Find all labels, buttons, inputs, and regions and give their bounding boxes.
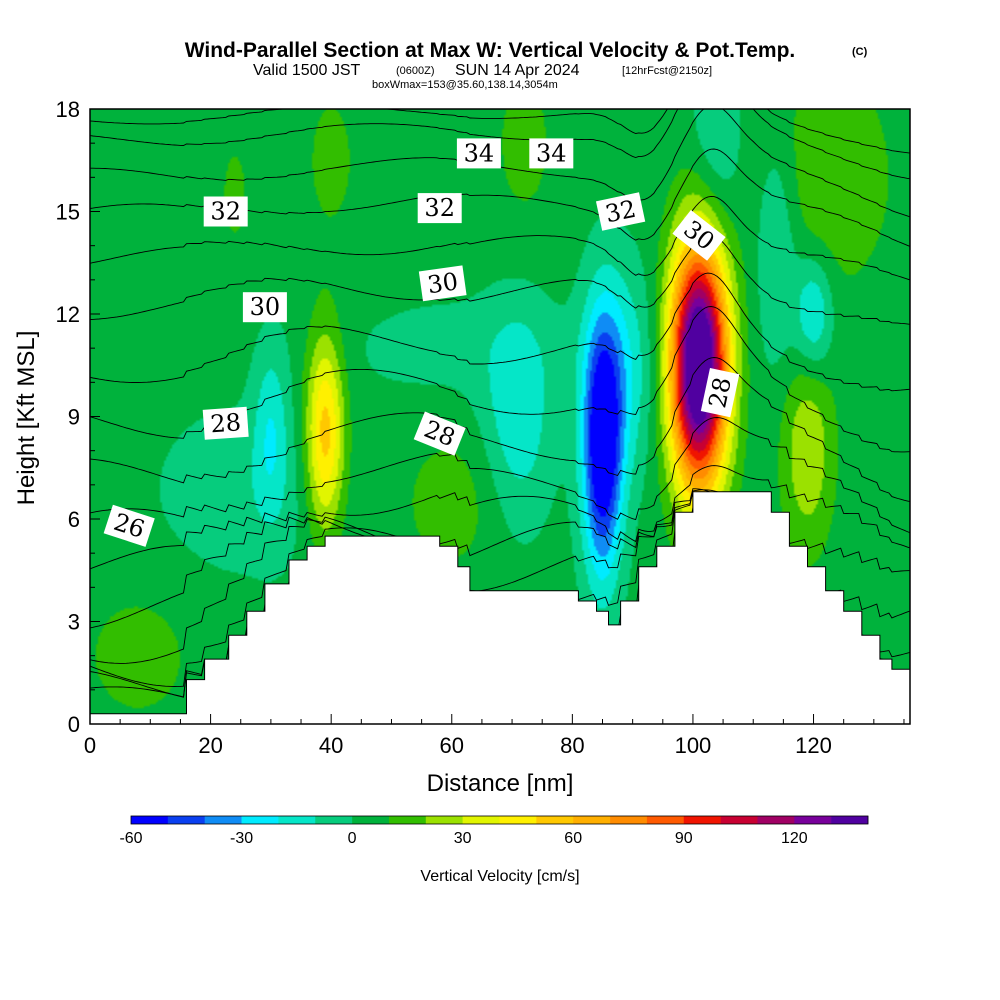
y-tick-label: 6 bbox=[68, 507, 80, 532]
contour-label-text: 32 bbox=[424, 194, 455, 222]
contour-label-text: 32 bbox=[603, 195, 639, 229]
contour-label-text: 30 bbox=[250, 293, 281, 321]
colorbar-tick-label: 0 bbox=[348, 830, 357, 847]
contour-label-text: 34 bbox=[536, 139, 567, 167]
title-main: Wind-Parallel Section at Max W: Vertical… bbox=[185, 39, 796, 62]
colorbar-swatch bbox=[646, 816, 685, 824]
contour-label-box bbox=[203, 196, 248, 227]
contour-label: 34 bbox=[456, 138, 501, 169]
contour-label-box bbox=[413, 411, 466, 456]
colorbar-swatch bbox=[425, 816, 463, 824]
theta-contour-35 bbox=[90, 109, 910, 154]
title-valid-time: Valid 1500 JST bbox=[253, 62, 361, 79]
contour-label: 30 bbox=[242, 292, 287, 323]
title-valid-utc: (0600Z) bbox=[396, 65, 435, 77]
theta-contour-27 bbox=[90, 357, 910, 503]
y-tick-label: 12 bbox=[56, 302, 80, 327]
y-tick-label: 0 bbox=[68, 712, 80, 737]
contour-label-box bbox=[418, 265, 467, 302]
terrain-mask bbox=[90, 491, 910, 724]
colorbar-swatch bbox=[315, 816, 353, 824]
colorbar-swatch bbox=[720, 816, 758, 824]
contour-label: 28 bbox=[202, 406, 249, 440]
theta-contour-34 bbox=[90, 109, 910, 180]
y-tick-label: 15 bbox=[56, 200, 80, 225]
colorbar-swatch bbox=[204, 816, 242, 824]
title-valid-date: SUN 14 Apr 2024 bbox=[455, 62, 580, 79]
colorbar-swatch bbox=[757, 816, 795, 824]
colorbar-swatch bbox=[573, 816, 611, 824]
x-tick-label: 100 bbox=[675, 733, 712, 758]
theta-contour-30 bbox=[90, 234, 910, 325]
contour-label: 30 bbox=[418, 265, 467, 302]
colorbar-tick-label: -30 bbox=[230, 830, 253, 847]
colorbar-swatch bbox=[241, 816, 279, 824]
x-tick-label: 40 bbox=[319, 733, 343, 758]
colorbar-tick-label: 120 bbox=[781, 830, 808, 847]
colorbar-swatch bbox=[831, 816, 869, 824]
contour-label: 32 bbox=[203, 196, 248, 227]
theta-contour-26 bbox=[90, 417, 910, 534]
contour-label: 32 bbox=[417, 193, 462, 224]
contour-label-box bbox=[595, 192, 646, 231]
y-axis-ticks: 0 3 6 9 12 15 18 bbox=[56, 97, 100, 737]
colorbar-swatch bbox=[278, 816, 316, 824]
colorbar: -60 -30 0 30 60 90 120 bbox=[119, 815, 869, 847]
colorbar-tick-label: 90 bbox=[675, 830, 693, 847]
colorbar-swatch bbox=[683, 816, 721, 824]
x-tick-label: 80 bbox=[560, 733, 584, 758]
contour-label-box bbox=[242, 292, 287, 323]
contour-label: 32 bbox=[595, 192, 646, 231]
theta-contour-25 bbox=[90, 465, 910, 570]
contour-label-text: 28 bbox=[209, 408, 241, 438]
contour-label-text: 28 bbox=[703, 375, 737, 411]
theta-contour-31 bbox=[90, 195, 910, 281]
y-axis-label: Height [Kft MSL] bbox=[13, 331, 40, 506]
colorbar-swatch bbox=[462, 816, 500, 824]
colorbar-label: Vertical Velocity [cm/s] bbox=[420, 868, 579, 885]
contour-label-box bbox=[417, 193, 462, 224]
colorbar-tick-label: -60 bbox=[119, 830, 142, 847]
chart-title: Wind-Parallel Section at Max W: Vertical… bbox=[185, 39, 868, 91]
x-tick-label: 0 bbox=[84, 733, 96, 758]
colorbar-swatch bbox=[131, 816, 169, 824]
contour-label-box bbox=[456, 138, 501, 169]
x-axis-ticks: 0 20 40 60 80 100 120 bbox=[84, 714, 905, 758]
colorbar-swatch bbox=[610, 816, 648, 824]
title-copyright: (C) bbox=[852, 46, 868, 58]
contour-label-text: 32 bbox=[210, 198, 241, 226]
contour-label-box bbox=[700, 367, 740, 418]
colorbar-swatch bbox=[352, 816, 390, 824]
y-tick-label: 3 bbox=[68, 610, 80, 635]
colorbar-swatch bbox=[536, 816, 574, 824]
x-tick-label: 120 bbox=[795, 733, 832, 758]
contour-label-box bbox=[202, 406, 249, 440]
colorbar-swatch bbox=[499, 816, 537, 824]
colorbar-swatch bbox=[388, 816, 427, 824]
x-tick-label: 60 bbox=[440, 733, 464, 758]
colorbar-tick-label: 60 bbox=[564, 830, 582, 847]
contour-label: 28 bbox=[700, 367, 740, 418]
y-tick-label: 18 bbox=[56, 97, 80, 122]
contour-label-text: 30 bbox=[426, 267, 460, 299]
x-tick-label: 20 bbox=[198, 733, 222, 758]
y-tick-label: 9 bbox=[68, 405, 80, 430]
contour-label: 34 bbox=[529, 138, 574, 169]
colorbar-tick-label: 30 bbox=[454, 830, 472, 847]
theta-contour-29 bbox=[90, 272, 910, 392]
title-box-wmax: boxWmax=153@35.60,138.14,3054m bbox=[372, 79, 558, 91]
contour-label-box bbox=[103, 504, 155, 547]
x-axis-label: Distance [nm] bbox=[427, 770, 574, 797]
title-forecast: [12hrFcst@2150z] bbox=[622, 65, 712, 77]
colorbar-swatch bbox=[167, 816, 205, 824]
colorbar-frame bbox=[130, 815, 869, 825]
contour-label-box bbox=[672, 210, 726, 261]
colorbar-swatch bbox=[794, 816, 832, 824]
contour-label-text: 34 bbox=[464, 139, 495, 167]
contour-label-box bbox=[529, 138, 574, 169]
